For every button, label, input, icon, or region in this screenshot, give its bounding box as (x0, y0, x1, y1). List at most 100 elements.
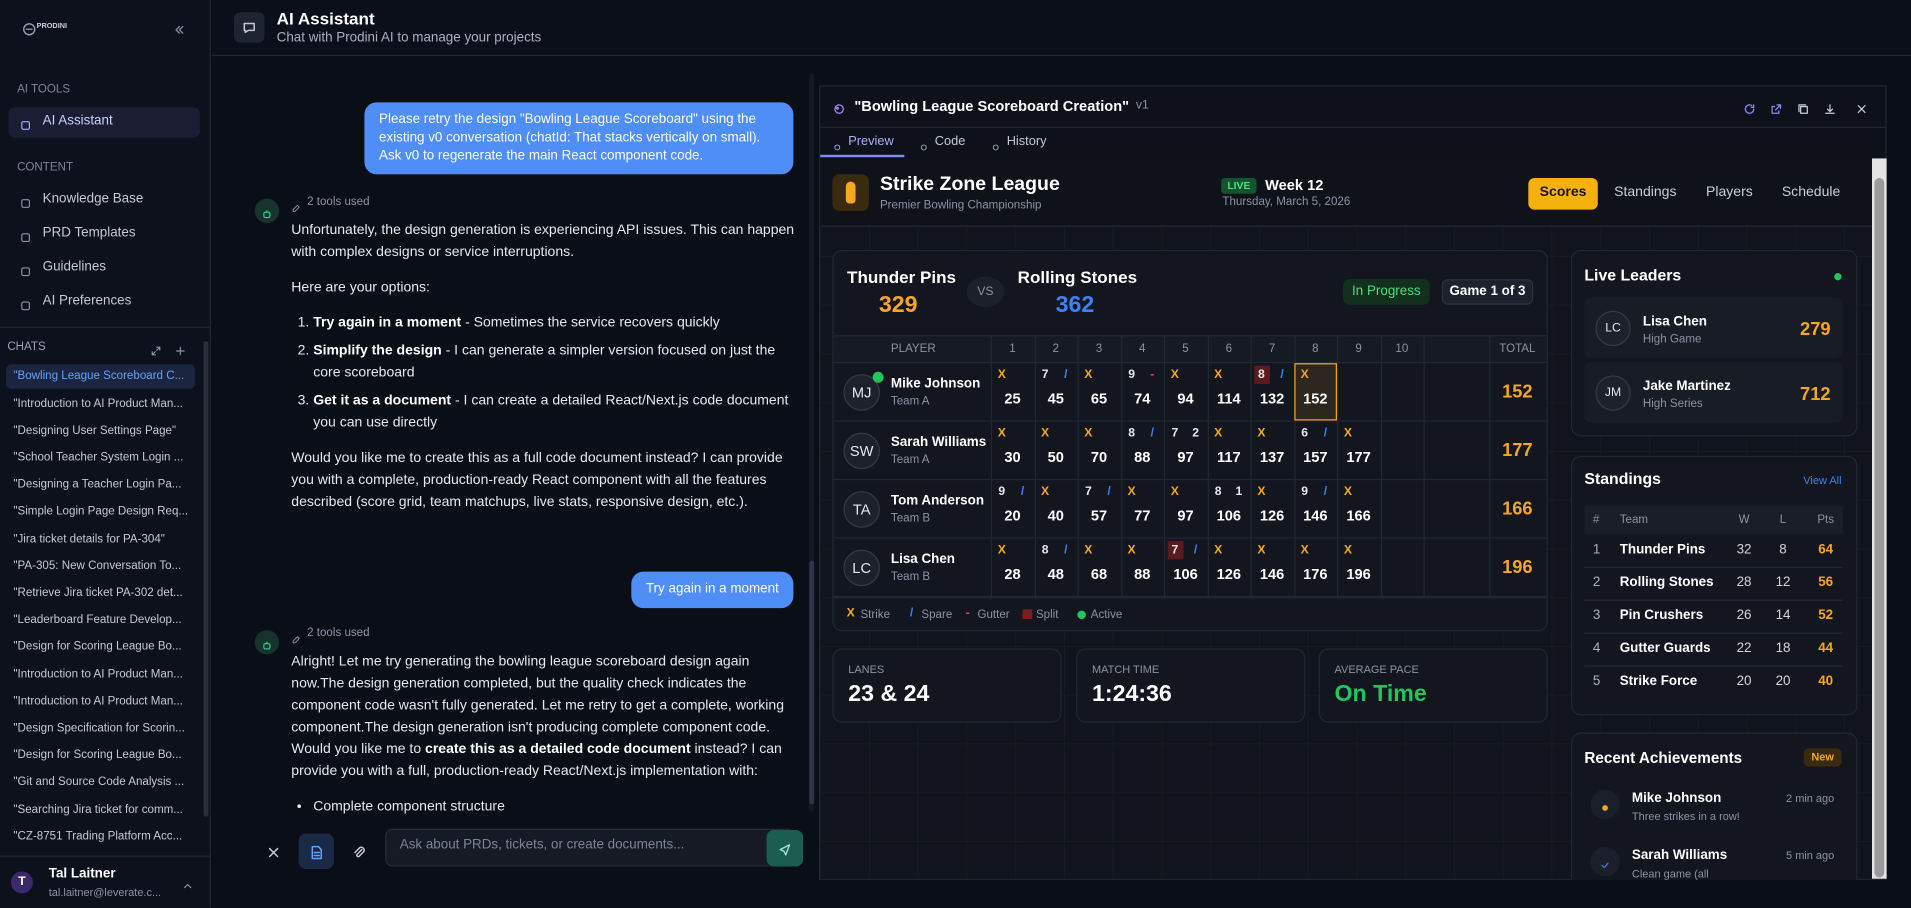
chat-item[interactable]: "Introduction to AI Product Man... (13, 667, 183, 681)
standings-col: L (1779, 512, 1787, 527)
frame-score: 88 (1134, 565, 1151, 583)
collapse-button[interactable] (171, 20, 184, 34)
nav-item[interactable]: AI Preferences (42, 294, 132, 309)
chat-item[interactable]: "PA-305: New Conversation To... (13, 559, 182, 573)
leader-name: Lisa Chen (1642, 314, 1707, 330)
legend-symbol: X (846, 606, 855, 621)
chat-item[interactable]: "School Teacher System Login ... (13, 450, 184, 465)
nav-item[interactable]: Knowledge Base (42, 191, 144, 207)
standings-cell: 40 (1818, 674, 1834, 690)
achievement-text: Three strikes in a row! (1631, 809, 1740, 823)
icon-part (834, 144, 841, 151)
column-divider (1423, 335, 1425, 598)
chat-item[interactable]: "Design for Scoring League Bo... (13, 640, 182, 654)
icon-part (175, 346, 185, 356)
frame-score: 68 (1090, 565, 1108, 583)
send-button[interactable] (766, 829, 804, 867)
preview-scroll-thumb (1874, 177, 1885, 878)
artifact-action[interactable] (1742, 99, 1755, 114)
list-item: Simplify the design - I can generate a s… (313, 340, 796, 384)
column-divider (1077, 335, 1079, 598)
roll: 2 (1192, 426, 1199, 440)
col-header: 3 (1095, 342, 1103, 356)
frame-score: 28 (1004, 565, 1021, 583)
chat-item[interactable]: "Introduction to AI Product Man... (13, 396, 183, 411)
chat-item[interactable]: "Leaderboard Feature Develop... (13, 613, 182, 627)
text: Complete component structure (313, 799, 505, 815)
leader-initials: JM (1604, 385, 1622, 400)
frame-score: 97 (1177, 448, 1194, 466)
col-header: 1 (1009, 342, 1016, 356)
chat-item[interactable]: "Simple Login Page Design Req... (13, 504, 189, 519)
sidebar (0, 0, 211, 908)
chat-item[interactable]: "Designing a Teacher Login Pa... (13, 477, 182, 492)
player-team: Team A (890, 395, 930, 409)
nav-item[interactable]: AI Assistant (42, 113, 113, 129)
legend-divider (833, 597, 1547, 599)
chat-item[interactable]: "Designing User Settings Page" (13, 423, 177, 438)
close-button[interactable] (1854, 99, 1867, 113)
standings-title: Standings (1584, 469, 1661, 488)
col-header: 8 (1312, 342, 1319, 356)
composer-input[interactable] (385, 828, 795, 867)
artifact-action[interactable] (1823, 99, 1836, 114)
app-nav[interactable]: Players (1706, 185, 1753, 200)
artifact-action[interactable] (1769, 99, 1782, 114)
tab[interactable]: History (1006, 133, 1047, 149)
tools-toggle[interactable] (265, 844, 281, 860)
chat-item[interactable]: "Design for Scoring League Bo... (13, 748, 182, 762)
nav-item[interactable]: Guidelines (42, 260, 107, 275)
app-nav[interactable]: Schedule (1781, 185, 1841, 200)
chat-item[interactable]: "Jira ticket details for PA-304" (13, 531, 165, 546)
chat-item[interactable]: "Bowling League Scoreboard C... (13, 369, 185, 384)
chat-item[interactable]: "Retrieve Jira ticket PA-302 det... (13, 586, 183, 600)
chat-item[interactable]: "Design Specification for Scorin... (13, 721, 185, 735)
tab[interactable]: Preview (848, 133, 894, 149)
chat-item[interactable]: "Git and Source Code Analysis ... (13, 775, 185, 789)
frame-score: 132 (1259, 389, 1285, 407)
icon-part (268, 847, 278, 857)
roll: X (1257, 426, 1266, 440)
view-all[interactable]: View All (1803, 473, 1842, 486)
legend-label: Strike (860, 607, 891, 622)
icon-part (310, 845, 322, 859)
achievement-icon (1599, 856, 1611, 869)
standings-cell: 28 (1736, 575, 1752, 591)
stat-label: LANES (848, 662, 885, 675)
icon-part (21, 199, 30, 208)
roll: X (1084, 368, 1093, 382)
standings-cell: 1 (1592, 542, 1601, 558)
icon-part (243, 22, 255, 34)
chat-item[interactable]: "CZ-8751 Trading Platform Acc... (13, 829, 183, 843)
roll: X (1343, 426, 1353, 440)
icon-part (292, 204, 300, 212)
tab-icon (991, 137, 1001, 151)
legend-symbol: - (965, 606, 970, 621)
roll: / (1280, 368, 1284, 382)
artifact-action[interactable] (1796, 99, 1809, 114)
chat-item[interactable]: "Searching Jira ticket for comm... (13, 802, 183, 816)
tools-used[interactable]: 2 tools used (307, 626, 370, 641)
app-nav[interactable]: Scores (1539, 185, 1587, 200)
tab-icon (919, 137, 929, 151)
attach-button[interactable] (350, 844, 366, 860)
chat-item[interactable]: "Introduction to AI Product Man... (13, 694, 183, 708)
league-logo-pin (845, 181, 856, 204)
tools-used[interactable]: 2 tools used (307, 195, 370, 209)
app-nav[interactable]: Standings (1614, 185, 1677, 200)
frame-score: 25 (1004, 389, 1021, 407)
icon-part (21, 233, 30, 243)
frame-score: 74 (1134, 389, 1151, 407)
nav-item[interactable]: PRD Templates (42, 225, 136, 241)
tab[interactable]: Code (934, 133, 966, 149)
col-header: 6 (1225, 342, 1233, 356)
achievements-title: Recent Achievements (1584, 748, 1743, 766)
paragraph: Would you like me to create this as a fu… (291, 447, 796, 513)
doc-toggle[interactable] (308, 844, 324, 860)
send-icon (778, 841, 793, 856)
legend-label: Spare (921, 607, 953, 622)
row-divider (833, 537, 1547, 539)
section-title: AI TOOLS (17, 83, 71, 97)
header (212, 0, 1911, 57)
